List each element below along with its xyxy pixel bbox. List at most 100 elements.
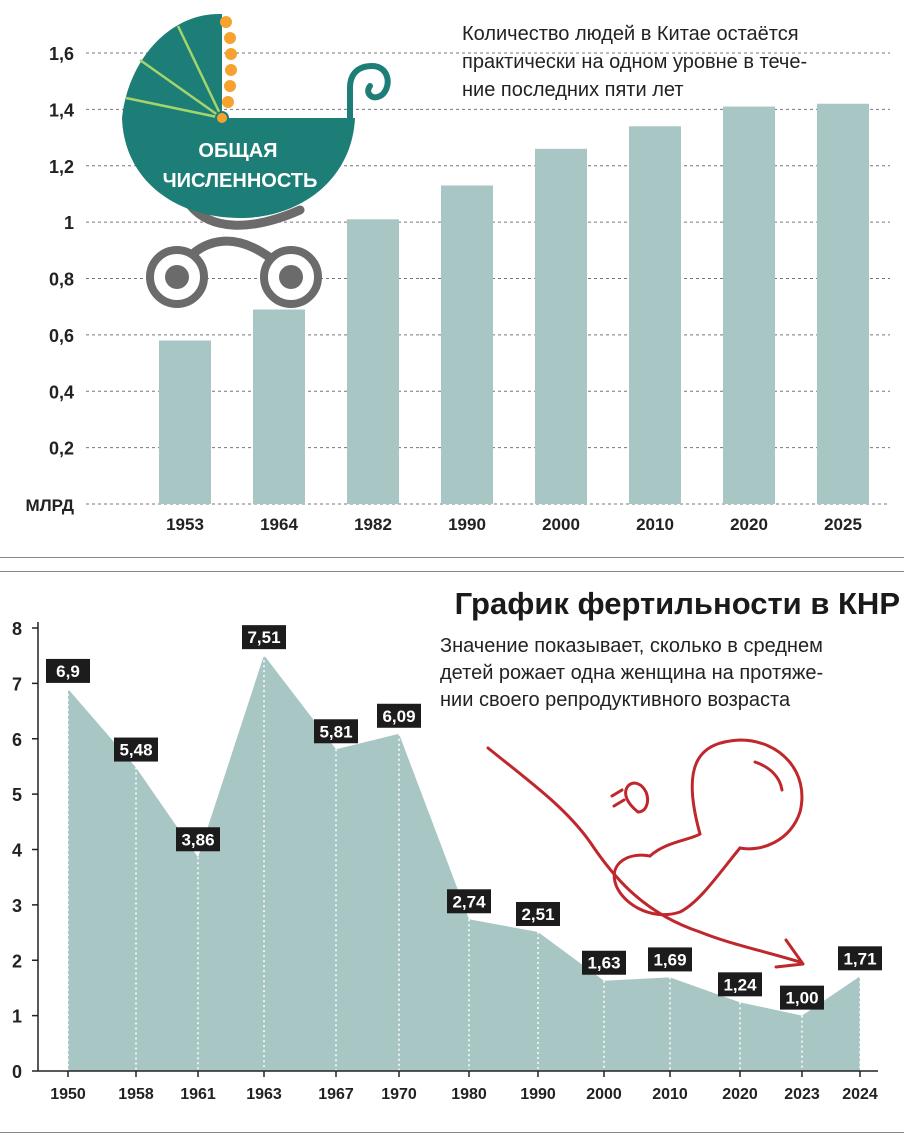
value-label: 2,51 <box>516 902 560 927</box>
y-tick-label: 4 <box>12 841 22 861</box>
value-label-box <box>176 827 220 852</box>
value-label-text: 3,86 <box>181 830 214 849</box>
value-label-text: 5,81 <box>319 722 352 741</box>
x-tick-label: 2020 <box>722 1086 758 1103</box>
y-tick-label: 0,6 <box>49 326 74 346</box>
baby-stroller-icon: ОБЩАЯ ЧИСЛЕННОСТЬ <box>122 13 391 308</box>
value-label-text: 5,48 <box>119 741 152 760</box>
fertility-area <box>68 655 860 1071</box>
value-label: 7,51 <box>242 625 286 650</box>
value-label-box <box>242 625 286 650</box>
fertility-title: График фертильности в КНР <box>455 586 900 621</box>
y-unit-label: МЛРД <box>26 496 74 515</box>
x-tick-label: 1950 <box>50 1086 86 1103</box>
value-label-text: 1,63 <box>587 954 620 973</box>
value-label-text: 2,51 <box>521 905 554 924</box>
value-label: 2,74 <box>447 889 491 914</box>
value-label-box <box>780 985 824 1010</box>
value-label-text: 6,9 <box>56 662 80 681</box>
x-tick-label: 2023 <box>784 1086 820 1103</box>
x-tick-label: 2010 <box>636 515 674 534</box>
value-label: 1,00 <box>780 985 824 1010</box>
x-tick-label: 2025 <box>824 515 862 534</box>
note-line-1: Количество людей в Китае остаётся <box>462 23 799 45</box>
value-label-box <box>114 737 158 762</box>
bar <box>253 309 305 504</box>
value-label: 6,9 <box>46 658 90 683</box>
y-tick-label: 1,4 <box>49 100 74 120</box>
value-label-text: 1,24 <box>723 975 757 994</box>
fertility-area-chart: 8 7 6 5 4 3 2 1 0 График фертильности в КНР Знач… <box>12 586 900 1103</box>
subtitle-line-1: Значение показывает, сколько в среднем <box>440 635 823 657</box>
x-tick-label: 2024 <box>842 1086 878 1103</box>
x-tick-label: 2000 <box>586 1086 622 1103</box>
y-tick-label: 0,4 <box>49 382 74 402</box>
value-label-box <box>648 947 692 972</box>
y-tick-label: 1 <box>64 213 74 233</box>
x-tick-label: 2020 <box>730 515 768 534</box>
panel-separator-2 <box>0 571 904 572</box>
x-tick-label: 1964 <box>260 515 298 534</box>
stroller-label-line2: ЧИСЛЕННОСТЬ <box>163 170 318 192</box>
panel-separator-1 <box>0 557 904 558</box>
x-tick-label: 1967 <box>318 1086 354 1103</box>
y-tick-label: 1 <box>12 1007 22 1027</box>
fertility-panel: 8 7 6 5 4 3 2 1 0 График фертильности в КНР Знач… <box>0 572 904 1134</box>
value-label-box <box>46 658 90 683</box>
value-label-text: 1,69 <box>653 950 686 969</box>
fertility-x-axis: 1950 1958 1961 1963 1967 1970 1980 1990 2000 2010… <box>50 1086 878 1103</box>
y-tick-label: 0,2 <box>49 439 74 459</box>
y-tick-label: 1,2 <box>49 157 74 177</box>
population-x-axis: 1953 1964 1982 1990 2000 2010 2020 2025 <box>166 515 862 534</box>
value-label-box <box>447 889 491 914</box>
y-tick-label: 0 <box>12 1062 22 1082</box>
y-tick-label: 2 <box>12 951 22 971</box>
value-label-text: 7,51 <box>247 628 280 647</box>
value-label: 1,71 <box>838 946 882 971</box>
value-label-box <box>838 946 882 971</box>
x-tick-label: 1990 <box>448 515 486 534</box>
bar <box>723 106 775 505</box>
bar <box>347 219 399 504</box>
note-line-3: ние последних пяти лет <box>462 79 683 101</box>
y-tick-label: 0,8 <box>49 270 74 290</box>
y-tick-label: 5 <box>12 785 22 805</box>
y-tick-label: 6 <box>12 730 22 750</box>
value-label-text: 1,71 <box>843 949 876 968</box>
fertility-value-labels: 6,9 5,48 3,86 7,51 5,81 6,09 2,74 2,51 1,63 1,69 1… <box>46 625 882 1010</box>
value-label-box <box>516 902 560 927</box>
population-panel: 1,6 1,4 1,2 1 0,8 0,6 0,4 0,2 МЛРД 1953 1964 1982 1… <box>0 0 904 556</box>
bar <box>441 185 493 504</box>
value-label-box <box>718 972 762 997</box>
y-tick-label: 1,6 <box>49 44 74 64</box>
value-label: 6,09 <box>377 703 421 728</box>
y-tick-label: 8 <box>12 619 22 639</box>
fertility-axes: 8 7 6 5 4 3 2 1 0 <box>12 619 878 1082</box>
bar <box>817 103 869 505</box>
bar <box>535 148 587 504</box>
subtitle-line-3: нии своего репродуктивного возраста <box>440 689 791 711</box>
x-tick-label: 1963 <box>246 1086 282 1103</box>
value-label-box <box>582 950 626 975</box>
fetus-icon <box>486 738 805 969</box>
x-tick-label: 1982 <box>354 515 392 534</box>
population-y-axis: 1,6 1,4 1,2 1 0,8 0,6 0,4 0,2 МЛРД <box>26 44 74 515</box>
x-tick-label: 1961 <box>180 1086 216 1103</box>
x-tick-label: 1958 <box>118 1086 154 1103</box>
value-label: 1,69 <box>648 947 692 972</box>
bar <box>159 340 211 504</box>
value-label: 5,48 <box>114 737 158 762</box>
x-tick-label: 2000 <box>542 515 580 534</box>
x-tick-label: 1990 <box>520 1086 556 1103</box>
x-tick-label: 1980 <box>451 1086 487 1103</box>
y-tick-label: 3 <box>12 896 22 916</box>
bar <box>629 126 681 504</box>
x-tick-label: 1970 <box>381 1086 417 1103</box>
value-label-text: 1,00 <box>785 989 818 1008</box>
fertility-area-layer <box>67 655 861 1071</box>
y-tick-label: 7 <box>12 674 22 694</box>
subtitle-line-2: детей рожает одна женщина на протяже- <box>440 662 823 684</box>
value-label: 5,81 <box>314 719 358 744</box>
value-label: 3,86 <box>176 827 220 852</box>
